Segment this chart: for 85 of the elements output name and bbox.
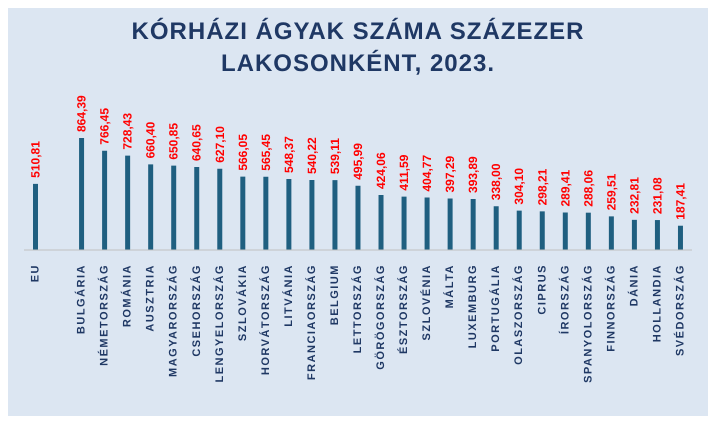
x-tick-label: AUSZTRIA xyxy=(144,264,157,332)
x-tick-label: ROMÁNIA xyxy=(120,264,134,328)
x-tick-label: HOLLANDIA xyxy=(651,264,664,342)
x-tick-label: PORTUGÁLIA xyxy=(489,264,502,352)
x-tick-label: LENGYELORSZÁG xyxy=(212,264,226,383)
bar xyxy=(470,198,476,250)
x-tick-label: ÉSZTORSZÁG xyxy=(397,264,410,354)
x-tick-label: SVÉDORSZÁG xyxy=(673,264,686,356)
chart-title: KÓRHÁZI ÁGYAK SZÁMA SZÁZEZER LAKOSONKÉNT, 2023. xyxy=(130,16,586,79)
bar xyxy=(424,198,430,250)
data-label: 495,99 xyxy=(350,142,365,180)
data-label: 660,40 xyxy=(144,121,158,158)
bar xyxy=(540,211,545,250)
x-tick-label: NÉMETORSZÁG xyxy=(98,264,111,366)
data-label: 232,81 xyxy=(627,176,642,214)
x-tick-label: SZLOVÁKIA xyxy=(236,264,249,342)
data-label: 510,81 xyxy=(28,140,42,178)
data-label: 289,41 xyxy=(558,169,572,206)
x-tick-label: MAGYARORSZÁG xyxy=(166,264,180,377)
bar xyxy=(79,138,84,250)
x-tick-label: BELGIUM xyxy=(328,264,341,326)
data-label: 565,45 xyxy=(258,134,273,171)
data-label: 187,41 xyxy=(673,182,688,220)
data-label: 650,85 xyxy=(166,122,181,160)
x-tick-label: OLASZORSZÁG xyxy=(512,264,526,365)
bar xyxy=(516,210,522,250)
data-label: 288,06 xyxy=(581,170,596,207)
x-tick-label: GÖRÖGORSZÁG xyxy=(374,264,388,370)
bar xyxy=(33,184,38,250)
x-tick-label: HORVÁTORSZÁG xyxy=(258,264,272,376)
x-tick-label: LUXEMBURG xyxy=(467,264,480,348)
x-tick-label: EU xyxy=(30,264,42,282)
data-label: 627,10 xyxy=(212,126,227,163)
data-label: 640,65 xyxy=(190,124,204,161)
bar xyxy=(148,164,154,250)
bar xyxy=(171,166,176,250)
data-label: 259,51 xyxy=(604,173,618,210)
x-tick-label: SPANYOLORSZÁG xyxy=(581,264,594,383)
data-label: 304,10 xyxy=(512,168,526,205)
bar xyxy=(286,178,292,250)
data-label: 393,89 xyxy=(466,156,480,193)
bar xyxy=(678,226,683,250)
data-label: 766,45 xyxy=(98,108,112,145)
bar xyxy=(494,206,499,250)
data-label: 864,39 xyxy=(74,94,89,132)
bar xyxy=(125,156,130,250)
bar xyxy=(332,180,338,250)
x-tick-label: ÍRORSZÁG xyxy=(558,264,572,334)
x-tick-label: FINNORSZÁG xyxy=(604,264,618,352)
data-label: 424,06 xyxy=(374,152,388,190)
bar xyxy=(378,195,384,250)
bar xyxy=(654,220,660,250)
data-label: 298,21 xyxy=(535,168,550,206)
bar xyxy=(102,150,108,250)
x-tick-label: MÁLTA xyxy=(443,264,456,308)
data-label: 548,37 xyxy=(282,136,296,173)
x-tick-label: LITVÁNIA xyxy=(282,264,295,327)
bar xyxy=(586,212,591,250)
data-label: 338,00 xyxy=(489,163,504,200)
data-label: 728,43 xyxy=(120,112,135,150)
data-label: 539,11 xyxy=(328,138,342,174)
x-tick-label: FRANCIAORSZÁG xyxy=(304,264,318,380)
bar xyxy=(562,212,568,250)
data-label: 404,77 xyxy=(420,154,434,192)
data-label: 411,59 xyxy=(397,154,412,191)
data-label: 397,29 xyxy=(443,155,458,193)
data-label: 231,08 xyxy=(650,177,664,214)
bar xyxy=(194,166,200,250)
x-tick-label: BULGÁRIA xyxy=(74,264,88,334)
bar xyxy=(448,198,453,250)
x-tick-label: LETTORSZÁG xyxy=(351,264,364,354)
x-tick-label: DÁNIA xyxy=(627,264,640,306)
x-tick-label: SZLOVÉNIA xyxy=(420,264,434,340)
bar xyxy=(309,180,314,250)
bar xyxy=(240,176,246,250)
data-label: 566,05 xyxy=(236,134,250,171)
bar xyxy=(632,220,637,250)
bar xyxy=(402,196,407,250)
x-tick-label: CIPRUS xyxy=(536,264,548,315)
data-label: 540,22 xyxy=(304,136,319,174)
x-tick-label: CSEHORSZÁG xyxy=(190,264,203,357)
bar xyxy=(608,216,614,250)
bar xyxy=(263,176,268,250)
bar xyxy=(355,186,360,250)
bar xyxy=(217,168,222,250)
